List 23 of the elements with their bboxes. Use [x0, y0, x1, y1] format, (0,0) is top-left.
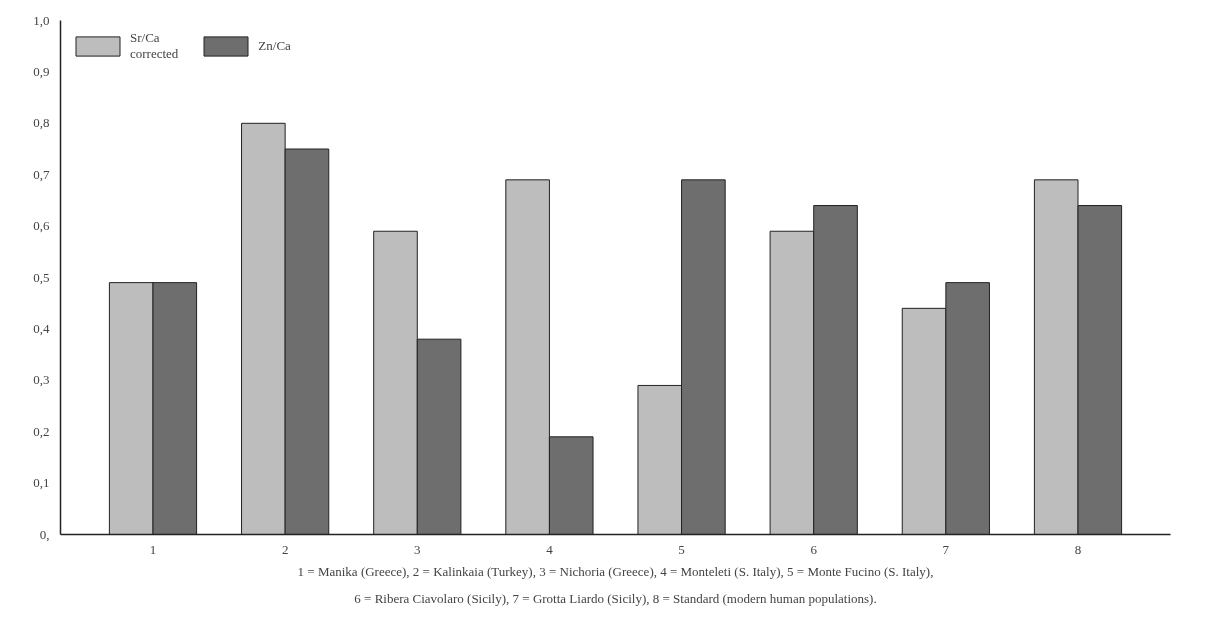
y-tick-label: 1,0 — [33, 12, 50, 28]
y-tick-label: 0,4 — [33, 320, 50, 336]
x-tick-label: 2 — [281, 541, 289, 557]
text: 6 = Ribera Ciavolaro (Sicily), 7 = Grotta Liardo (Sicily), 8 = Standard (modern human populations). — [354, 590, 877, 606]
y-tick-label: 0,7 — [33, 166, 50, 182]
legend-label: Zn/Ca — [258, 38, 291, 54]
y-tick-label: 0,5 — [33, 269, 50, 285]
x-tick-label: 8 — [1074, 541, 1082, 557]
y-tick-label: 0, — [39, 526, 50, 542]
x-tick-label: 5 — [678, 541, 685, 557]
x-tick-label: 4 — [546, 541, 554, 557]
legend-label: Sr/Ca corrected — [130, 30, 179, 62]
y-tick-label: 0,1 — [33, 475, 50, 491]
y-tick-label: 0,8 — [33, 115, 50, 131]
x-tick-label: 6 — [810, 541, 818, 557]
text: 1 = Manika (Greece), 2 = Kalinkaia (Turkey), 3 = Nichoria (Greece), 4 = Monteleti (S. Italy), 5 = Monte Fucino (S. Italy), — [297, 563, 934, 579]
y-tick-label: 0,9 — [33, 63, 50, 79]
x-tick-label: 7 — [942, 541, 950, 557]
x-tick-label: 1 — [149, 541, 157, 557]
y-tick-label: 0,6 — [33, 218, 50, 234]
x-tick-label: 3 — [414, 541, 421, 557]
y-tick-label: 0,2 — [33, 423, 50, 439]
y-tick-label: 0,3 — [33, 372, 50, 388]
